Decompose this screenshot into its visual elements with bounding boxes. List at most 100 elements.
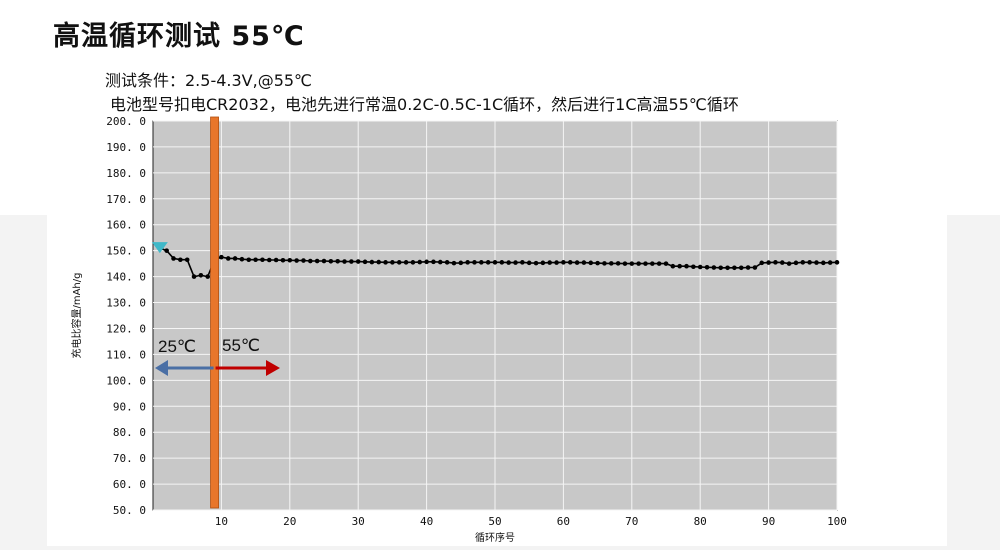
data-point xyxy=(396,260,402,265)
y-tick-label: 200. 0 xyxy=(106,115,146,128)
data-point xyxy=(697,264,703,270)
data-point xyxy=(451,260,457,266)
y-tick-label: 80. 0 xyxy=(113,426,146,439)
data-point xyxy=(506,260,511,265)
data-point xyxy=(376,259,382,265)
data-point xyxy=(691,264,696,270)
data-point xyxy=(472,260,477,265)
data-point xyxy=(184,257,190,263)
y-tick-label: 160. 0 xyxy=(106,219,146,232)
data-point xyxy=(670,263,676,269)
data-point xyxy=(636,261,641,266)
y-tick-label: 150. 0 xyxy=(106,245,146,258)
x-tick-label: 50 xyxy=(488,515,501,528)
y-tick-label: 180. 0 xyxy=(106,167,146,180)
y-axis-ticks: 200. 0 190. 0 180. 0 170. 0 160. 0 150. 0 140.… xyxy=(106,115,146,517)
data-point xyxy=(650,261,655,266)
series-line xyxy=(159,247,838,278)
data-point xyxy=(253,257,258,263)
data-point xyxy=(191,274,197,279)
data-point xyxy=(561,260,566,265)
data-point xyxy=(308,258,313,264)
data-point xyxy=(520,260,525,265)
data-point xyxy=(766,260,771,265)
data-point xyxy=(355,259,361,264)
data-point xyxy=(465,260,470,265)
y-tick-label: 70. 0 xyxy=(113,452,146,465)
data-point xyxy=(554,260,559,265)
label-55c: 55℃ xyxy=(222,336,260,355)
data-point xyxy=(492,260,498,265)
data-point xyxy=(232,256,238,261)
x-tick-label: 100 xyxy=(827,515,847,528)
y-axis-label: 充电比容量/mAh/g xyxy=(70,272,83,358)
data-point xyxy=(663,261,669,266)
data-point xyxy=(513,260,518,265)
x-tick-label: 90 xyxy=(762,515,775,528)
data-point xyxy=(622,261,628,266)
y-tick-label: 140. 0 xyxy=(106,271,146,284)
data-point xyxy=(362,259,368,265)
y-tick-label: 120. 0 xyxy=(106,322,146,335)
data-point xyxy=(786,261,792,266)
data-point xyxy=(759,260,765,266)
data-point xyxy=(485,260,491,265)
data-point xyxy=(219,254,224,260)
data-point xyxy=(369,259,375,265)
x-tick-label: 40 xyxy=(420,515,433,528)
data-point xyxy=(629,261,635,266)
data-point xyxy=(410,260,416,265)
data-point xyxy=(328,258,334,264)
data-point xyxy=(684,263,689,269)
data-point xyxy=(540,260,546,266)
arrow-25c-head xyxy=(155,360,168,376)
data-point xyxy=(458,260,464,266)
data-point xyxy=(827,260,833,265)
data-point xyxy=(608,261,614,266)
data-point xyxy=(437,259,443,265)
x-tick-label: 20 xyxy=(283,515,296,528)
x-tick-label: 80 xyxy=(694,515,707,528)
data-point xyxy=(383,260,388,265)
first-cycle-marker xyxy=(151,242,168,254)
label-25c: 25℃ xyxy=(158,337,196,356)
data-point xyxy=(164,248,169,253)
data-point xyxy=(479,260,484,265)
data-point xyxy=(834,260,840,265)
data-point xyxy=(301,258,306,263)
temperature-divider-bar xyxy=(210,116,219,509)
data-point xyxy=(424,259,429,265)
y-tick-label: 50. 0 xyxy=(113,504,146,517)
data-point xyxy=(403,260,409,265)
x-tick-label: 70 xyxy=(625,515,638,528)
data-point xyxy=(321,258,327,264)
data-point xyxy=(800,260,806,265)
y-tick-label: 190. 0 xyxy=(106,141,146,154)
data-point xyxy=(725,265,730,271)
data-point xyxy=(499,260,505,265)
data-point xyxy=(773,260,778,265)
test-conditions-line-1: 测试条件：2.5-4.3V,@55℃ xyxy=(105,71,313,90)
data-point xyxy=(246,257,252,263)
x-tick-label: 30 xyxy=(352,515,365,528)
x-axis-ticks: 10 20 30 40 50 60 70 80 90 100 xyxy=(215,515,847,528)
data-point xyxy=(821,260,826,266)
data-point xyxy=(273,257,279,263)
data-point xyxy=(239,256,245,262)
data-point xyxy=(779,260,785,265)
y-tick-label: 110. 0 xyxy=(106,348,146,361)
data-point xyxy=(266,257,272,263)
data-point xyxy=(793,260,799,266)
data-point xyxy=(547,260,553,265)
data-point xyxy=(752,265,758,270)
data-point xyxy=(588,260,594,266)
data-point xyxy=(567,260,573,265)
data-point xyxy=(417,259,423,265)
data-point xyxy=(342,259,347,264)
page-title: 高温循环测试 55℃ xyxy=(53,21,305,52)
data-point xyxy=(807,260,812,265)
data-point xyxy=(615,261,621,266)
data-point xyxy=(718,265,724,271)
temperature-arrows xyxy=(155,360,280,376)
